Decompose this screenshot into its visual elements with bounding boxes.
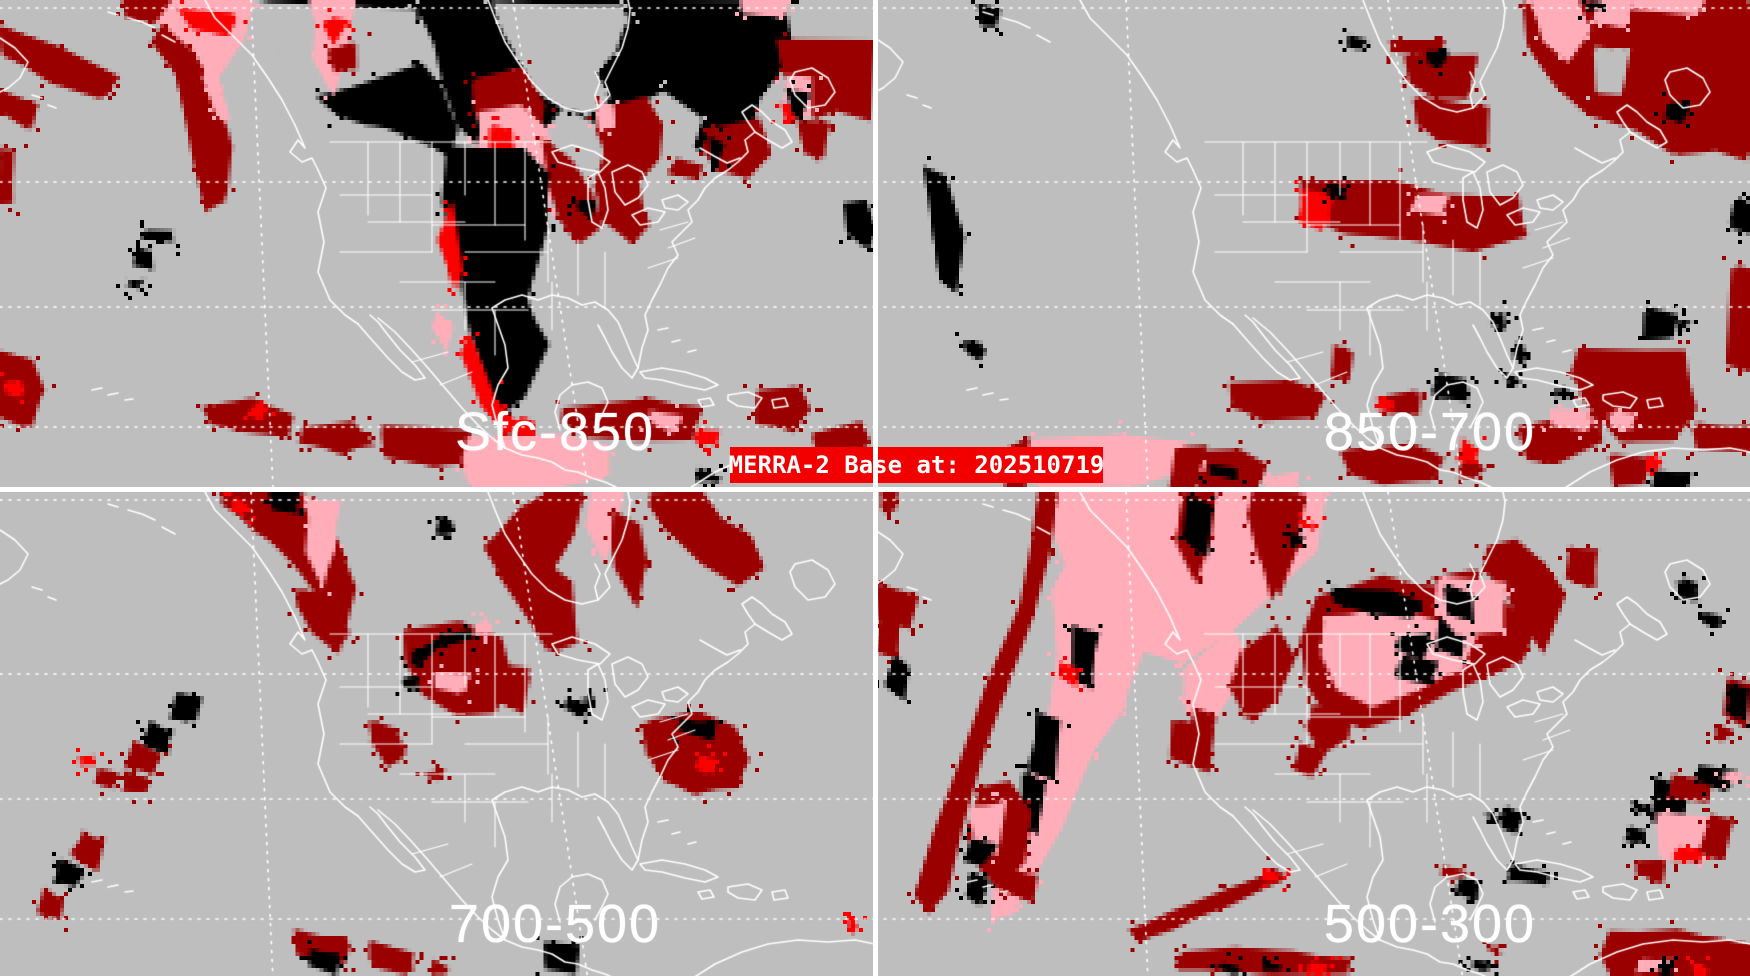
coastline-canvas (875, 492, 1750, 976)
map-panel-500-300: 500-300 (875, 492, 1750, 976)
map-panel-850-700: 850-700 (875, 0, 1750, 488)
panel-layer-label: 500-300 (1323, 894, 1537, 954)
map-panel-700-500: 700-500 (0, 492, 875, 976)
panel-divider-horizontal (0, 487, 1750, 492)
coastline-canvas (0, 0, 875, 488)
coastline-canvas (875, 0, 1750, 488)
coastline-canvas (0, 492, 875, 976)
panel-layer-label: Sfc-850 (454, 402, 656, 462)
panel-layer-label: 700-500 (448, 894, 662, 954)
panel-layer-label: 850-700 (1323, 402, 1537, 462)
timestamp-banner: MERRA-2 Base at: 202510719 (729, 447, 1104, 483)
map-panel-sfc-850: Sfc-850 (0, 0, 875, 488)
